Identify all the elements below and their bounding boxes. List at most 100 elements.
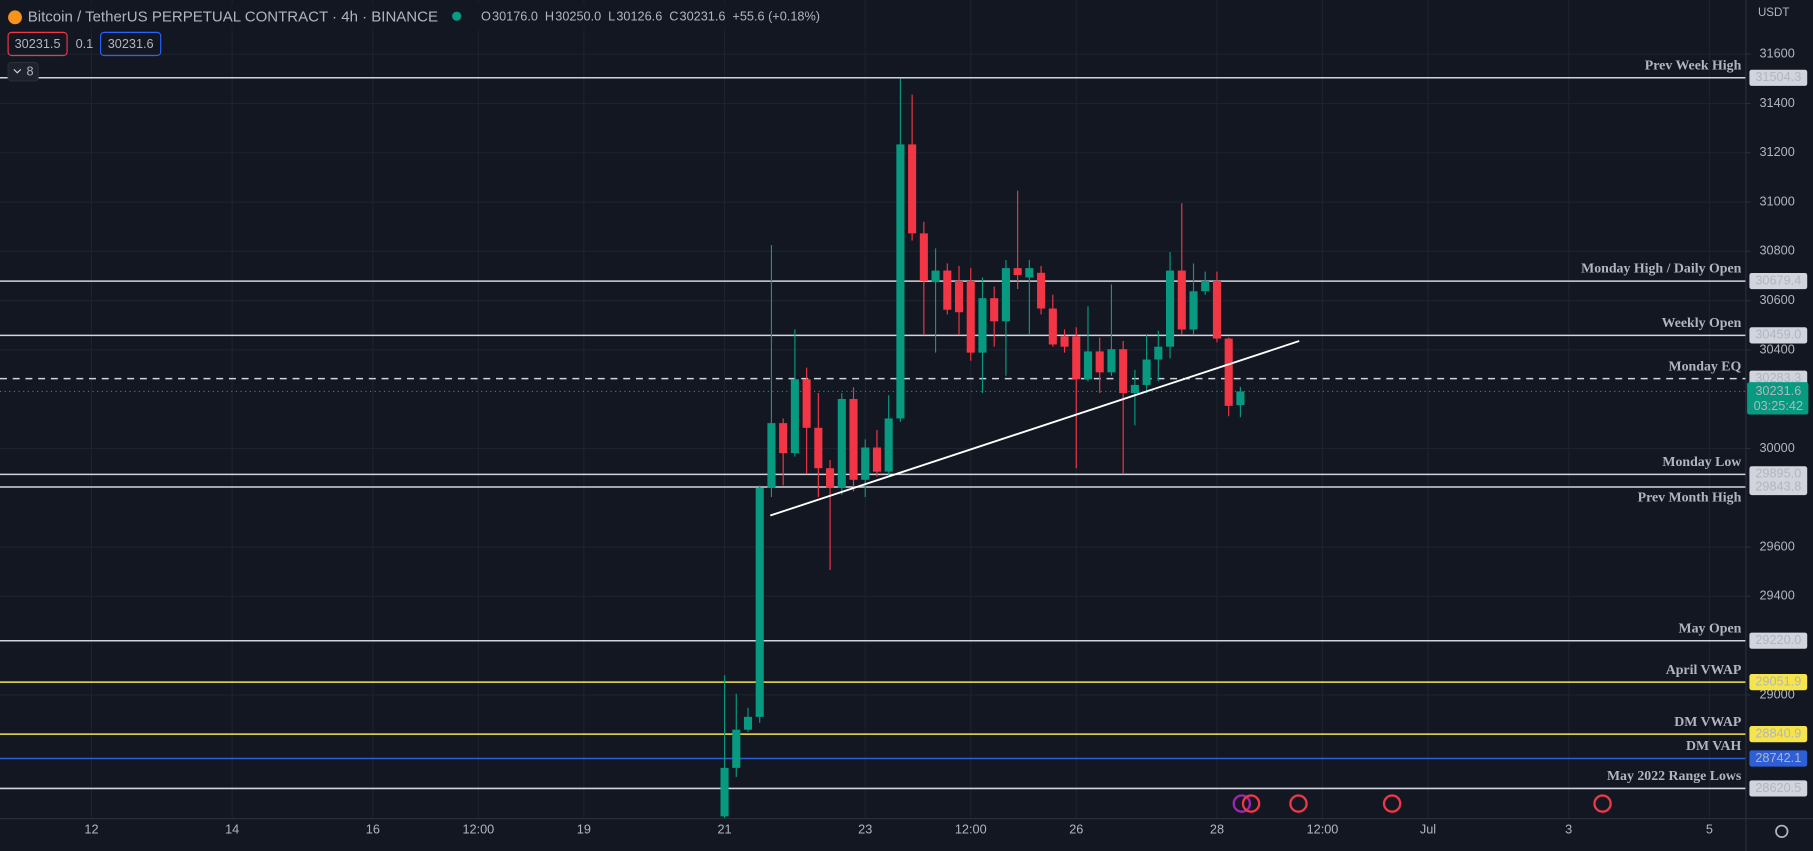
level-price-tag [1749,327,1808,344]
candle-body [896,144,905,419]
candle-body [990,298,999,322]
candle-body [1189,291,1198,330]
chart-title: Bitcoin / TetherUS PERPETUAL CONTRACT · … [28,8,438,25]
candle-body [849,398,858,480]
candle-body [931,270,940,283]
candle-body [872,447,882,472]
candle-body [1166,270,1175,347]
candle-body [1013,268,1022,276]
legend-key: O [481,9,491,24]
level-price-label: 30679.4 [1755,272,1801,287]
x-tick-label: 14 [225,822,239,837]
candle-body [1154,346,1163,360]
x-tick-label: 16 [366,822,380,837]
legend-value: 30176.0 [492,9,538,24]
symbol-icon [8,10,22,25]
level-label: Monday EQ [1669,359,1742,374]
candle-body [1060,336,1069,347]
candle-body [779,423,788,454]
level-price-label: 29051.9 [1755,673,1801,688]
candle-body [1025,268,1034,278]
level-price-label: 29895.0 [1755,466,1801,481]
x-tick-label: 12 [84,822,98,837]
candle-body [1177,270,1186,330]
candle-body [1048,308,1057,345]
legend-value: 30231.6 [680,9,726,24]
y-tick-label: 31000 [1759,193,1794,208]
candle-body [1142,359,1151,385]
y-tick-label: 29400 [1759,588,1794,603]
candle-body [1201,280,1210,292]
candle-body [1130,384,1139,394]
candle-body [954,280,964,313]
y-tick-label: 30000 [1759,440,1794,455]
indicators-toggle[interactable] [7,61,39,82]
status-dot [452,11,462,21]
x-tick-label: 12:00 [1307,822,1339,837]
bid-price: 30231.5 [15,36,61,51]
y-tick-label: 30600 [1759,292,1794,307]
event-markers [1232,794,1612,813]
settings-icon[interactable] [1775,824,1789,838]
legend-value: 30126.6 [616,9,662,24]
candle-body [966,280,975,353]
bid-button[interactable] [7,31,68,57]
last-price-label: 30231.6 [1755,383,1801,398]
x-tick-label: 3 [1565,822,1572,837]
candle-body [1037,272,1046,309]
level-price-tag [1749,272,1808,290]
x-tick-label: 19 [577,822,591,837]
level-price-tag [1749,69,1808,86]
level-label: DM VWAP [1674,715,1742,730]
candle-body [1119,349,1128,394]
candle-body [790,379,799,454]
candle-body [919,233,928,281]
candle-body [755,487,764,717]
candle-body [767,423,776,488]
x-tick-label: 21 [717,822,731,837]
candle-body [908,144,917,234]
level-price-tag [1749,726,1808,743]
level-label: April VWAP [1666,663,1742,678]
level-price-tag [1749,674,1808,691]
level-label: Monday High / Daily Open [1581,262,1741,277]
level-price-tag [1749,466,1808,483]
header-bg [0,2,833,31]
legend-key: H [545,9,554,24]
candle-body [861,447,870,480]
x-tick-label: 12:00 [462,822,494,837]
level-price-label: 28620.5 [1755,780,1801,795]
candle-body [802,379,811,428]
level-label: May 2022 Range Lows [1607,769,1742,784]
level-price-label: 28742.1 [1755,750,1801,765]
countdown: 03:25:42 [1754,398,1803,413]
y-tick-label: 31600 [1759,46,1794,61]
y-tick-label: 31400 [1759,95,1794,110]
candle-body [1001,268,1010,322]
level-price-label: 29843.8 [1755,478,1801,493]
chevron [13,68,22,74]
spread: 0.1 [76,36,94,51]
x-tick-label: 26 [1069,822,1083,837]
level-label: Monday Low [1662,455,1741,470]
level-price-tag [1749,632,1808,649]
candle-body [1107,349,1116,373]
ask-button[interactable] [100,31,162,57]
candle-body [743,716,753,730]
level-label: Prev Week High [1645,58,1742,73]
ask-price: 30231.6 [108,36,154,51]
level-price-label: 30459.0 [1755,327,1801,342]
legend-key: C [669,9,678,24]
y-tick-label: 29600 [1759,538,1794,553]
legend-value: 30250.0 [555,9,601,24]
level-price-tag [1749,750,1808,767]
candle-body [1095,351,1104,373]
legend-key: L [608,9,615,24]
level-price-tag [1749,780,1808,797]
indicators-count: 8 [27,64,34,79]
candle-body [978,298,987,353]
candle-body [814,427,823,469]
candle-body [732,729,741,768]
